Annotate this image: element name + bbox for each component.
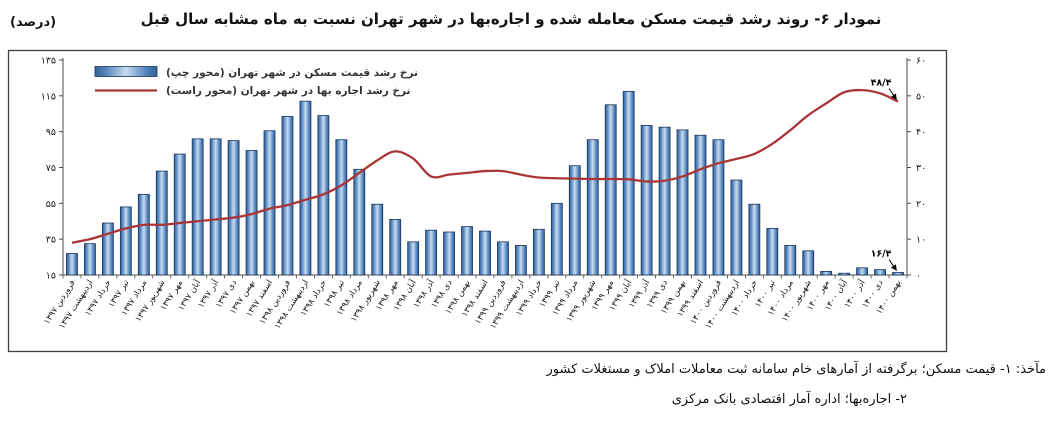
bar xyxy=(766,228,779,276)
bar xyxy=(119,206,132,276)
bar xyxy=(730,179,743,276)
legend-rent-label: نرخ رشد اجاره بها در شهر تهران (محور راس… xyxy=(166,85,411,97)
bar xyxy=(461,226,473,276)
annotation-value: ۱۶/۴ xyxy=(871,248,892,259)
left-tick-label: ۷۵ xyxy=(46,163,56,174)
bar xyxy=(676,129,689,276)
right-tick-label: ۱۰ xyxy=(916,235,926,246)
bar xyxy=(137,193,150,276)
annotation: ۴۸/۴ xyxy=(871,78,897,100)
annotation-arrow xyxy=(888,259,897,271)
left-axis-ticks: ۱۵ ۳۵ ۵۵ ۷۵ ۹۵ ۱۱۵ ۱۳۵ xyxy=(41,56,63,282)
left-tick-label: ۹۵ xyxy=(46,127,56,138)
x-axis-ticks xyxy=(62,275,908,279)
bar xyxy=(209,138,222,276)
bar xyxy=(712,139,725,276)
bar xyxy=(856,267,869,276)
right-tick-label: ۶۰ xyxy=(916,56,926,67)
bar xyxy=(101,222,114,276)
left-tick-label: ۳۵ xyxy=(46,235,56,246)
source-note-2: ۲- اجاره‌بها؛ اداره آمار اقتصادی بانک مر… xyxy=(671,392,907,407)
bar xyxy=(892,272,904,276)
legend: نرخ رشد قیمت مسکن در شهر تهران (محور چپ)… xyxy=(94,66,418,97)
chart-title: نمودار ۶- روند رشد قیمت مسکن معامله شده … xyxy=(140,10,882,28)
bar xyxy=(299,100,312,276)
bar xyxy=(838,272,851,276)
right-axis-ticks: ۰ ۱۰ ۲۰ ۳۰ ۴۰ ۵۰ ۶۰ xyxy=(907,56,926,282)
bar xyxy=(497,241,509,276)
left-tick-label: ۱۵ xyxy=(46,271,56,282)
bar xyxy=(640,124,653,276)
left-tick-label: ۱۳۵ xyxy=(41,56,56,67)
right-tick-label: ۴۰ xyxy=(916,127,926,138)
bar xyxy=(550,202,563,276)
right-tick-label: ۰ xyxy=(916,271,921,282)
annotation: ۱۶/۴ xyxy=(871,248,897,271)
right-tick-label: ۲۰ xyxy=(916,199,926,210)
bar xyxy=(335,139,348,276)
unit-label: (درصد) xyxy=(10,15,57,30)
legend-housing-label: نرخ رشد قیمت مسکن در شهر تهران (محور چپ) xyxy=(166,67,418,79)
bar xyxy=(353,168,366,276)
legend-bar-swatch xyxy=(94,66,158,77)
bar xyxy=(173,153,186,276)
bar xyxy=(802,250,815,276)
right-tick-label: ۳۰ xyxy=(916,163,926,174)
bar xyxy=(586,139,599,276)
bar xyxy=(658,126,671,276)
annotation-arrow xyxy=(888,88,897,100)
bar xyxy=(515,245,527,276)
bar xyxy=(155,170,168,276)
chart-border xyxy=(7,49,948,353)
bar xyxy=(389,219,402,276)
rent-line xyxy=(71,88,899,244)
bar xyxy=(784,245,797,276)
bar xyxy=(425,229,438,276)
bar xyxy=(820,271,833,276)
bar xyxy=(66,253,78,276)
bar xyxy=(84,243,96,276)
bar xyxy=(568,165,581,276)
source-note-1: مآخذ: ۱- قیمت مسکن؛ برگرفته از آمارهای خ… xyxy=(546,362,1046,377)
bar xyxy=(748,203,761,276)
right-tick-label: ۵۰ xyxy=(916,91,926,102)
bar xyxy=(191,138,204,276)
bar xyxy=(263,130,276,276)
bar xyxy=(694,134,707,276)
bar xyxy=(532,228,545,276)
bar xyxy=(227,140,240,276)
bar xyxy=(479,230,491,276)
left-tick-label: ۵۵ xyxy=(46,199,56,210)
bar xyxy=(281,116,294,276)
bars-series xyxy=(66,90,904,276)
bar xyxy=(407,241,420,276)
bar xyxy=(371,203,384,276)
bar xyxy=(443,231,455,276)
bar xyxy=(874,269,886,276)
annotation-value: ۴۸/۴ xyxy=(871,78,892,89)
bar xyxy=(604,104,617,276)
left-tick-label: ۱۱۵ xyxy=(41,91,56,102)
bar xyxy=(622,90,635,276)
